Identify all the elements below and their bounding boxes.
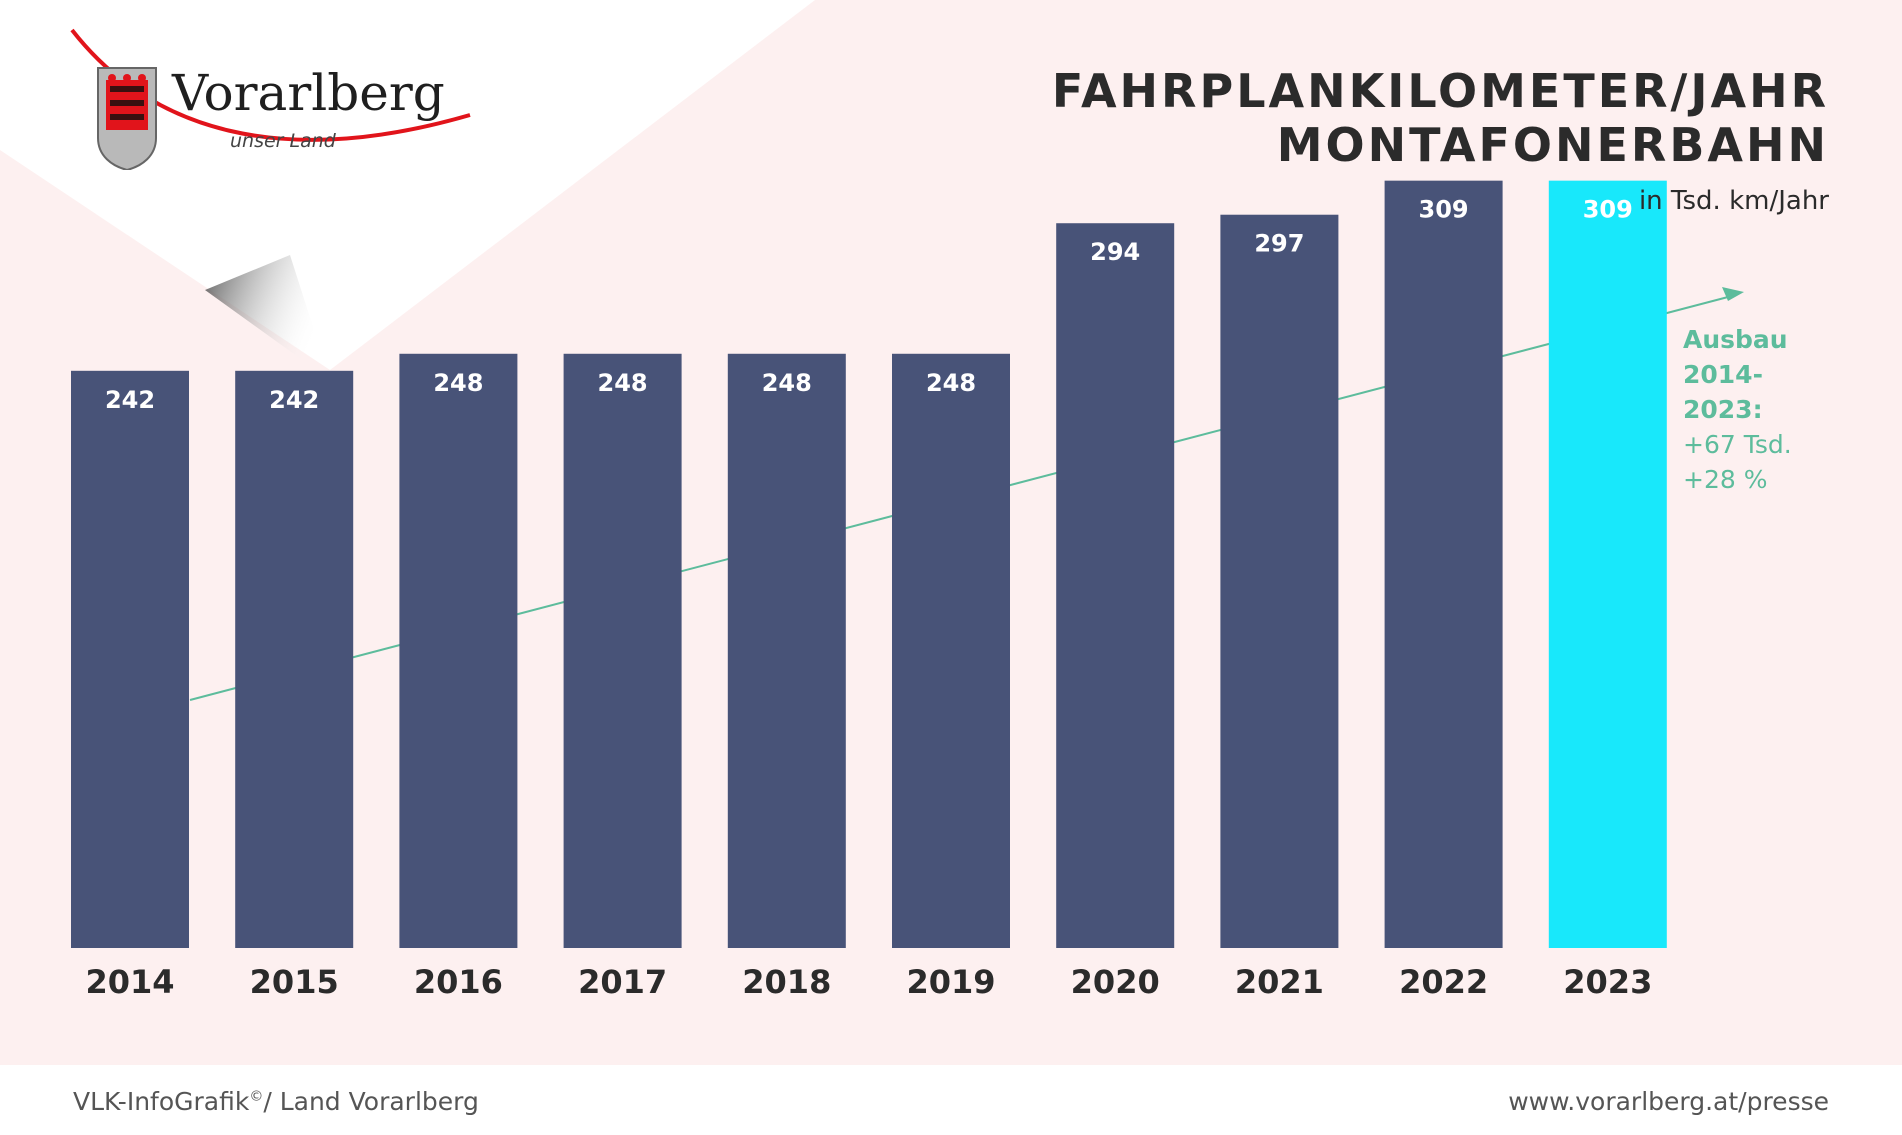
x-tick-label-2021: 2021 bbox=[1235, 963, 1324, 1001]
ribbon-shadow bbox=[205, 255, 330, 380]
x-tick-label-2023: 2023 bbox=[1563, 963, 1652, 1001]
x-tick-label-2019: 2019 bbox=[906, 963, 995, 1001]
bar-2016 bbox=[399, 353, 518, 948]
logo-wordmark: Vorarlberg bbox=[172, 64, 445, 122]
labels-layer: 242 2014 242 2015 248 2016 248 2017 248 2018 248 20… bbox=[85, 196, 1652, 1001]
value-label-2017: 248 bbox=[598, 369, 648, 397]
bar-2017 bbox=[563, 353, 682, 948]
growth-annotation: Ausbau 2014-2023: +67 Tsd. +28 % bbox=[1683, 322, 1833, 497]
x-tick-label-2014: 2014 bbox=[85, 963, 174, 1001]
bar-2020 bbox=[1056, 223, 1175, 948]
annotation-line-3: +67 Tsd. bbox=[1683, 430, 1792, 459]
background-ribbon bbox=[0, 0, 815, 370]
title-line-1: FAHRPLANKILOMETER/JAHR bbox=[1051, 64, 1829, 118]
bars-layer bbox=[71, 180, 1667, 949]
x-tick-label-2016: 2016 bbox=[414, 963, 503, 1001]
value-label-2019: 248 bbox=[926, 369, 976, 397]
value-label-2015: 242 bbox=[269, 386, 319, 414]
bar-2019 bbox=[892, 353, 1010, 948]
footer: VLK-InfoGrafik©/ Land Vorarlberg www.vor… bbox=[0, 1065, 1902, 1135]
value-label-2023: 309 bbox=[1583, 196, 1633, 224]
title-line-2: MONTAFONERBAHN bbox=[1276, 118, 1829, 172]
x-tick-label-2017: 2017 bbox=[578, 963, 667, 1001]
vorarlberg-logo: Vorarlberg unser Land bbox=[60, 20, 480, 170]
bar-2021 bbox=[1220, 214, 1339, 949]
x-tick-label-2015: 2015 bbox=[250, 963, 339, 1001]
footer-credit-rest: / Land Vorarlberg bbox=[263, 1087, 479, 1116]
footer-credit-name: VLK-InfoGrafik bbox=[73, 1087, 250, 1116]
x-tick-label-2020: 2020 bbox=[1071, 963, 1160, 1001]
logo-tagline: unser Land bbox=[230, 130, 336, 152]
copyright-mark: © bbox=[249, 1088, 264, 1105]
value-label-2021: 297 bbox=[1254, 230, 1304, 258]
chart-title: FAHRPLANKILOMETER/JAHR MONTAFONERBAHN in… bbox=[1052, 64, 1829, 216]
bar-2023 bbox=[1548, 180, 1667, 948]
chart-subtitle: in Tsd. km/Jahr bbox=[1638, 186, 1829, 216]
annotation-line-1: Ausbau bbox=[1683, 325, 1788, 354]
coat-of-arms-icon bbox=[70, 28, 471, 170]
value-label-2022: 309 bbox=[1419, 196, 1469, 224]
value-label-2016: 248 bbox=[433, 369, 483, 397]
x-tick-label-2018: 2018 bbox=[742, 963, 831, 1001]
value-label-2014: 242 bbox=[105, 386, 155, 414]
footer-credit: VLK-InfoGrafik©/ Land Vorarlberg bbox=[73, 1087, 479, 1116]
chart-canvas: 242 2014 242 2015 248 2016 248 2017 248 2018 248 20… bbox=[0, 0, 1902, 1065]
annotation-line-2: 2014-2023: bbox=[1683, 360, 1763, 424]
bar-2015 bbox=[235, 370, 354, 949]
annotation-line-4: +28 % bbox=[1683, 465, 1768, 494]
value-label-2020: 294 bbox=[1090, 238, 1140, 266]
x-tick-label-2022: 2022 bbox=[1399, 963, 1488, 1001]
trend-arrowhead bbox=[1722, 287, 1744, 301]
value-label-2018: 248 bbox=[762, 369, 812, 397]
footer-url: www.vorarlberg.at/presse bbox=[1508, 1087, 1829, 1116]
bar-2014 bbox=[71, 370, 189, 949]
bar-2022 bbox=[1384, 180, 1503, 948]
bar-2018 bbox=[727, 353, 846, 948]
